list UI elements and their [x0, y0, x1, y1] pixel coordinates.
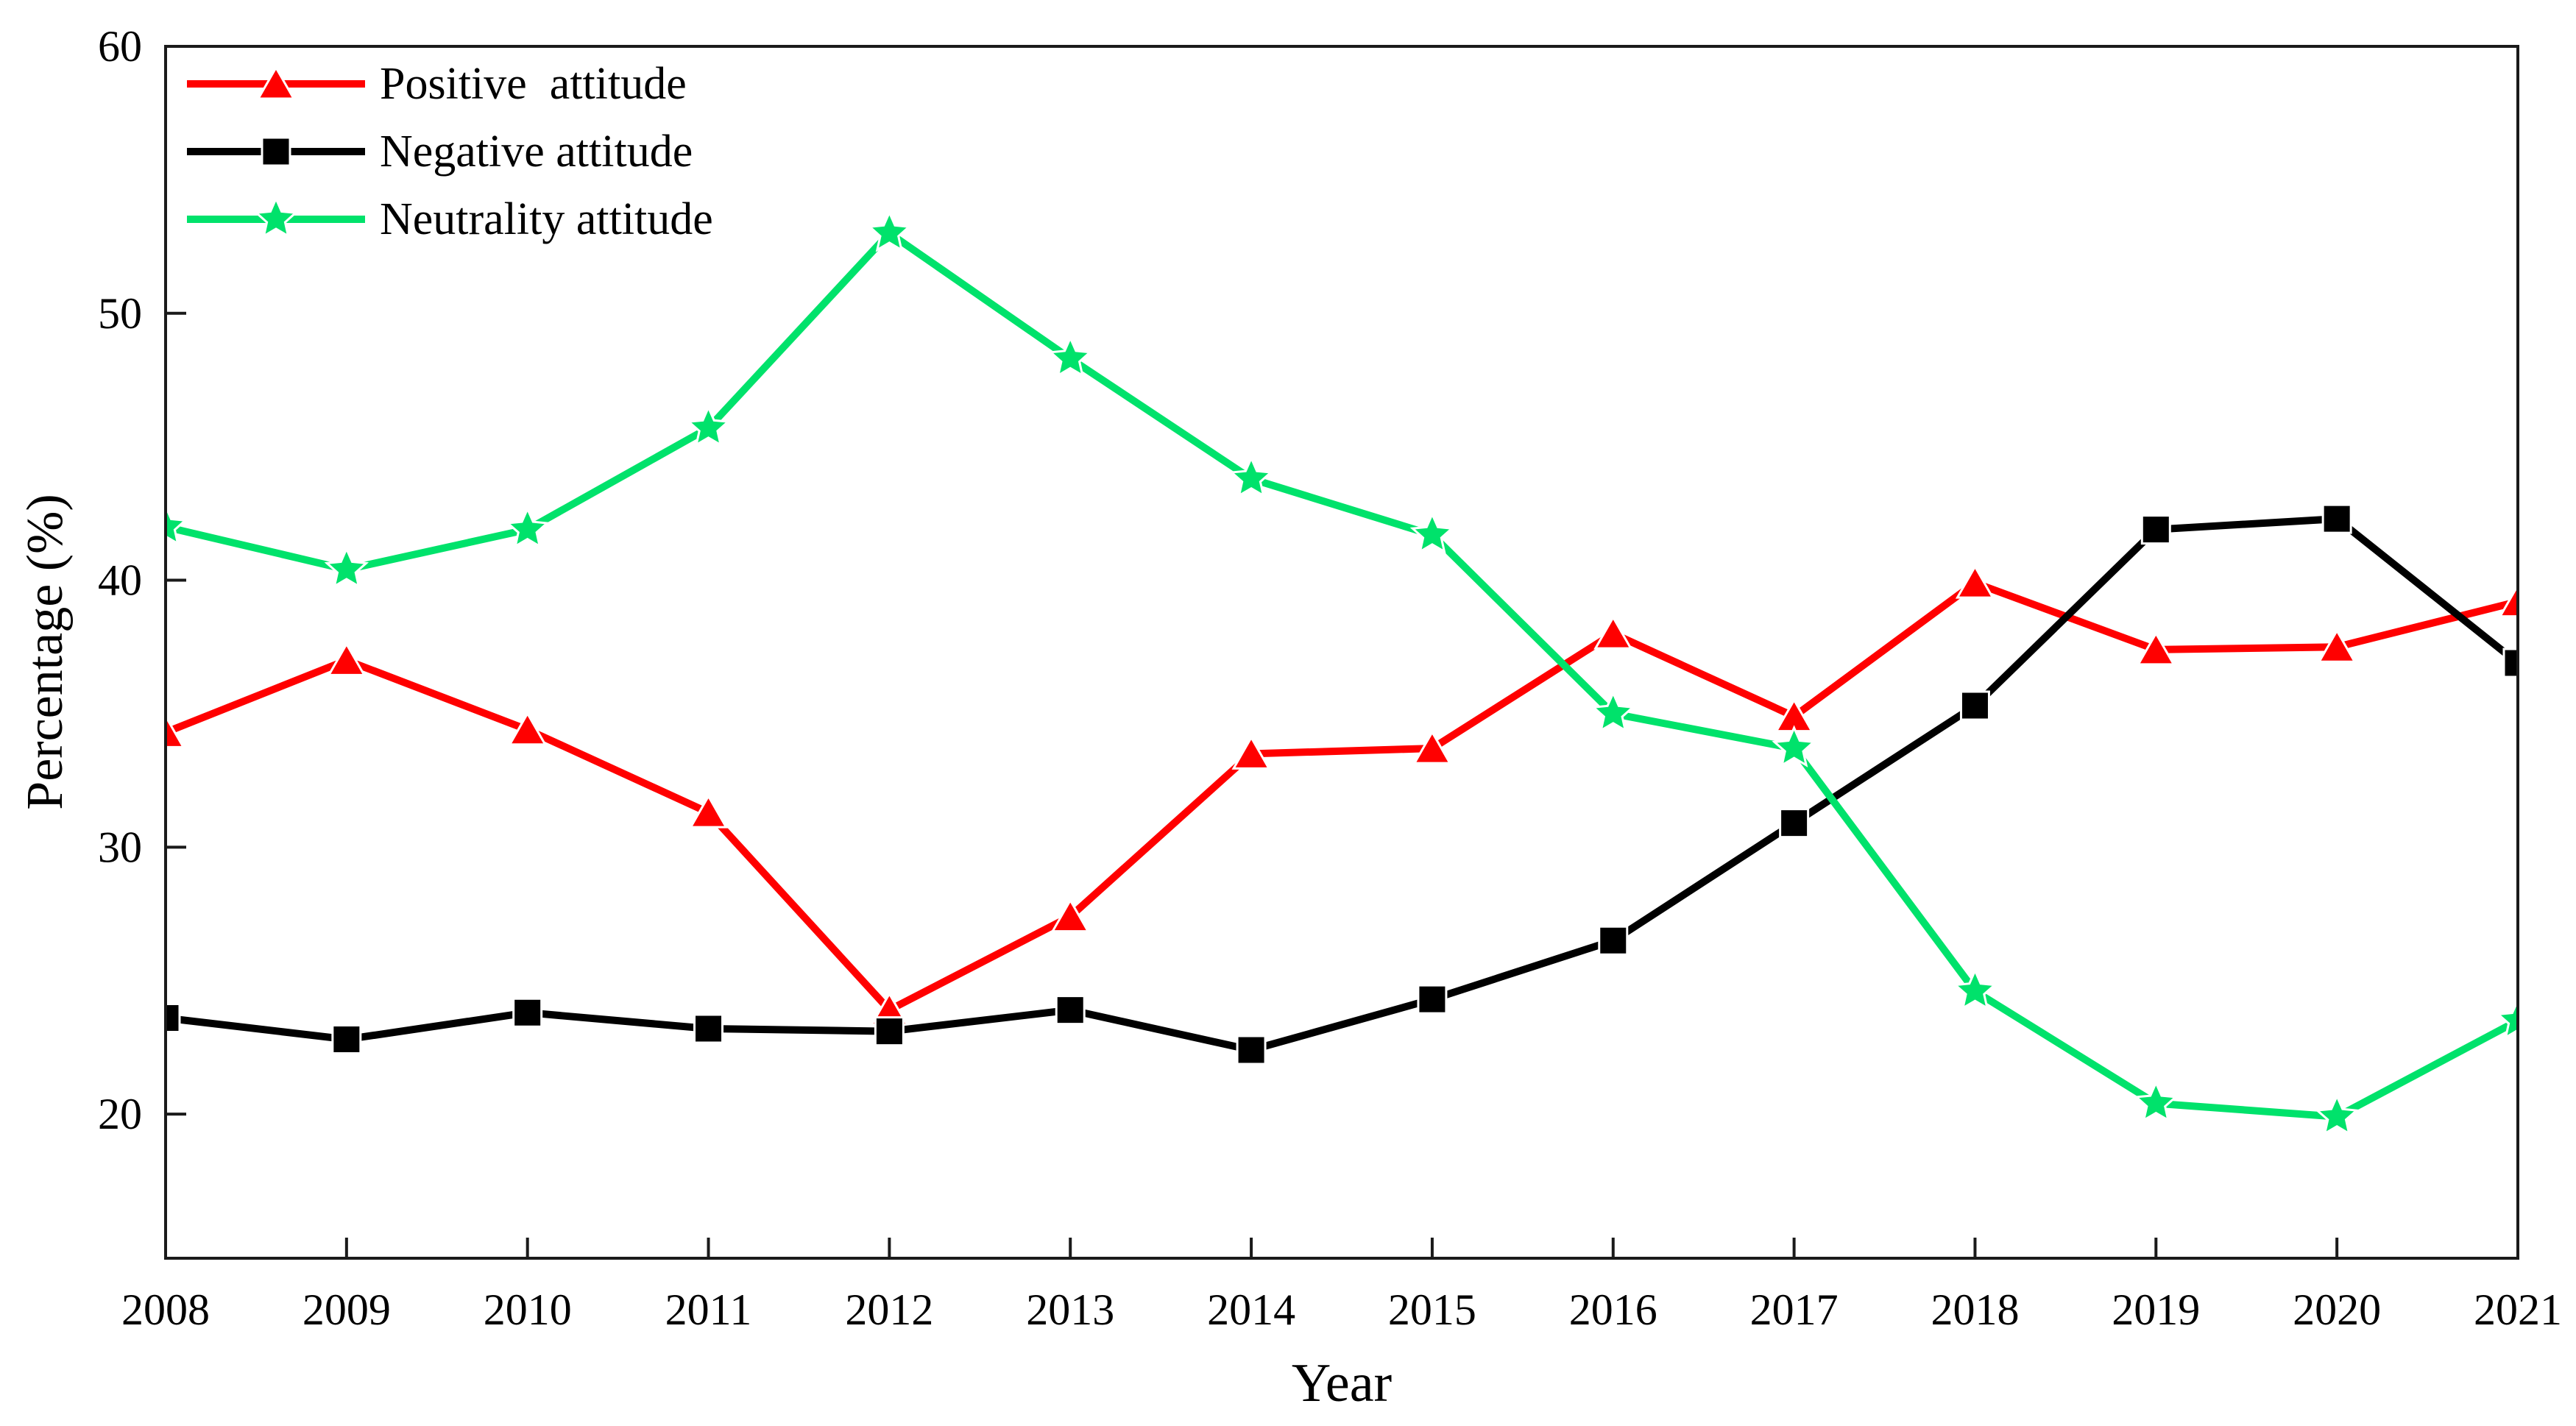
series-line-0: [164, 578, 2519, 1015]
y-axis-title: Percentage (%): [17, 494, 74, 810]
x-tick-label: 2018: [1931, 1285, 2019, 1334]
x-tick-label: 2015: [1388, 1285, 1476, 1334]
data-point: [1412, 730, 1452, 765]
data-point: [1048, 335, 1093, 378]
data-point: [331, 1024, 362, 1055]
legend-label: Positive attitude: [380, 59, 687, 109]
data-point: [164, 1003, 181, 1033]
legend-item-positive: Positive attitude: [184, 57, 713, 110]
data-point: [1953, 968, 1998, 1010]
x-tick-label: 2017: [1750, 1285, 1839, 1334]
data-point: [1593, 615, 1633, 650]
data-point: [686, 405, 731, 447]
plot-area: [164, 210, 2519, 1136]
data-point: [1055, 995, 1086, 1026]
data-point: [1417, 984, 1448, 1015]
x-tick-label: 2009: [302, 1285, 391, 1334]
data-point: [512, 997, 543, 1028]
data-point: [688, 794, 729, 829]
y-tick-label: 60: [98, 22, 142, 71]
x-tick-label: 2011: [665, 1285, 752, 1334]
x-axis-title: Year: [1291, 1353, 1393, 1413]
legend-marker-star-icon: [187, 196, 365, 238]
series-line-1: [165, 514, 2519, 1054]
data-point: [1779, 808, 1810, 839]
data-point: [1228, 455, 1274, 498]
data-point: [1772, 725, 1816, 767]
data-point: [2140, 514, 2171, 545]
data-point: [508, 711, 548, 746]
data-point: [324, 546, 369, 589]
data-point: [1409, 511, 1455, 554]
x-tick-label: 2019: [2112, 1285, 2200, 1334]
x-tick-label: 2014: [1207, 1285, 1295, 1334]
data-point: [2314, 1093, 2360, 1136]
data-point: [867, 210, 912, 252]
x-tick-label: 2016: [1569, 1285, 1657, 1334]
x-tick-label: 2021: [2474, 1285, 2562, 1334]
y-tick-label: 40: [98, 556, 142, 605]
x-tick-label: 2013: [1026, 1285, 1114, 1334]
data-point: [505, 506, 550, 549]
data-point: [1231, 735, 1271, 770]
x-tick-label: 2010: [484, 1285, 572, 1334]
data-point: [1050, 898, 1090, 933]
data-point: [874, 1016, 905, 1047]
data-point: [2502, 648, 2519, 678]
data-point: [1236, 1035, 1267, 1065]
data-point: [2317, 628, 2357, 663]
data-point: [2136, 631, 2176, 666]
y-tick-label: 30: [98, 823, 142, 871]
y-tick-label: 50: [98, 289, 142, 338]
legend-item-negative: Negative attitude: [184, 125, 713, 178]
plot-box: [164, 45, 2519, 1260]
x-tick-label: 2020: [2293, 1285, 2381, 1334]
series-line-2: [164, 228, 2519, 1121]
data-point: [1959, 690, 1990, 721]
legend-label: Neutrality attitude: [380, 194, 713, 244]
data-point: [693, 1013, 724, 1044]
data-point: [1598, 925, 1629, 956]
x-tick-label: 2012: [845, 1285, 933, 1334]
legend: Positive attitude Negative attitude Neut…: [184, 57, 713, 246]
legend-label: Negative attitude: [380, 127, 693, 177]
data-point: [2321, 503, 2352, 534]
x-tick-label: 2008: [121, 1285, 210, 1334]
legend-marker-triangle-icon: [187, 65, 365, 100]
legend-item-neutrality: Neutrality attitude: [184, 193, 713, 246]
data-point: [1955, 564, 1995, 599]
data-point: [327, 642, 367, 676]
data-point: [2134, 1079, 2179, 1123]
legend-marker-square-icon: [187, 136, 365, 167]
y-tick-label: 20: [98, 1090, 142, 1138]
data-point: [1590, 690, 1635, 733]
